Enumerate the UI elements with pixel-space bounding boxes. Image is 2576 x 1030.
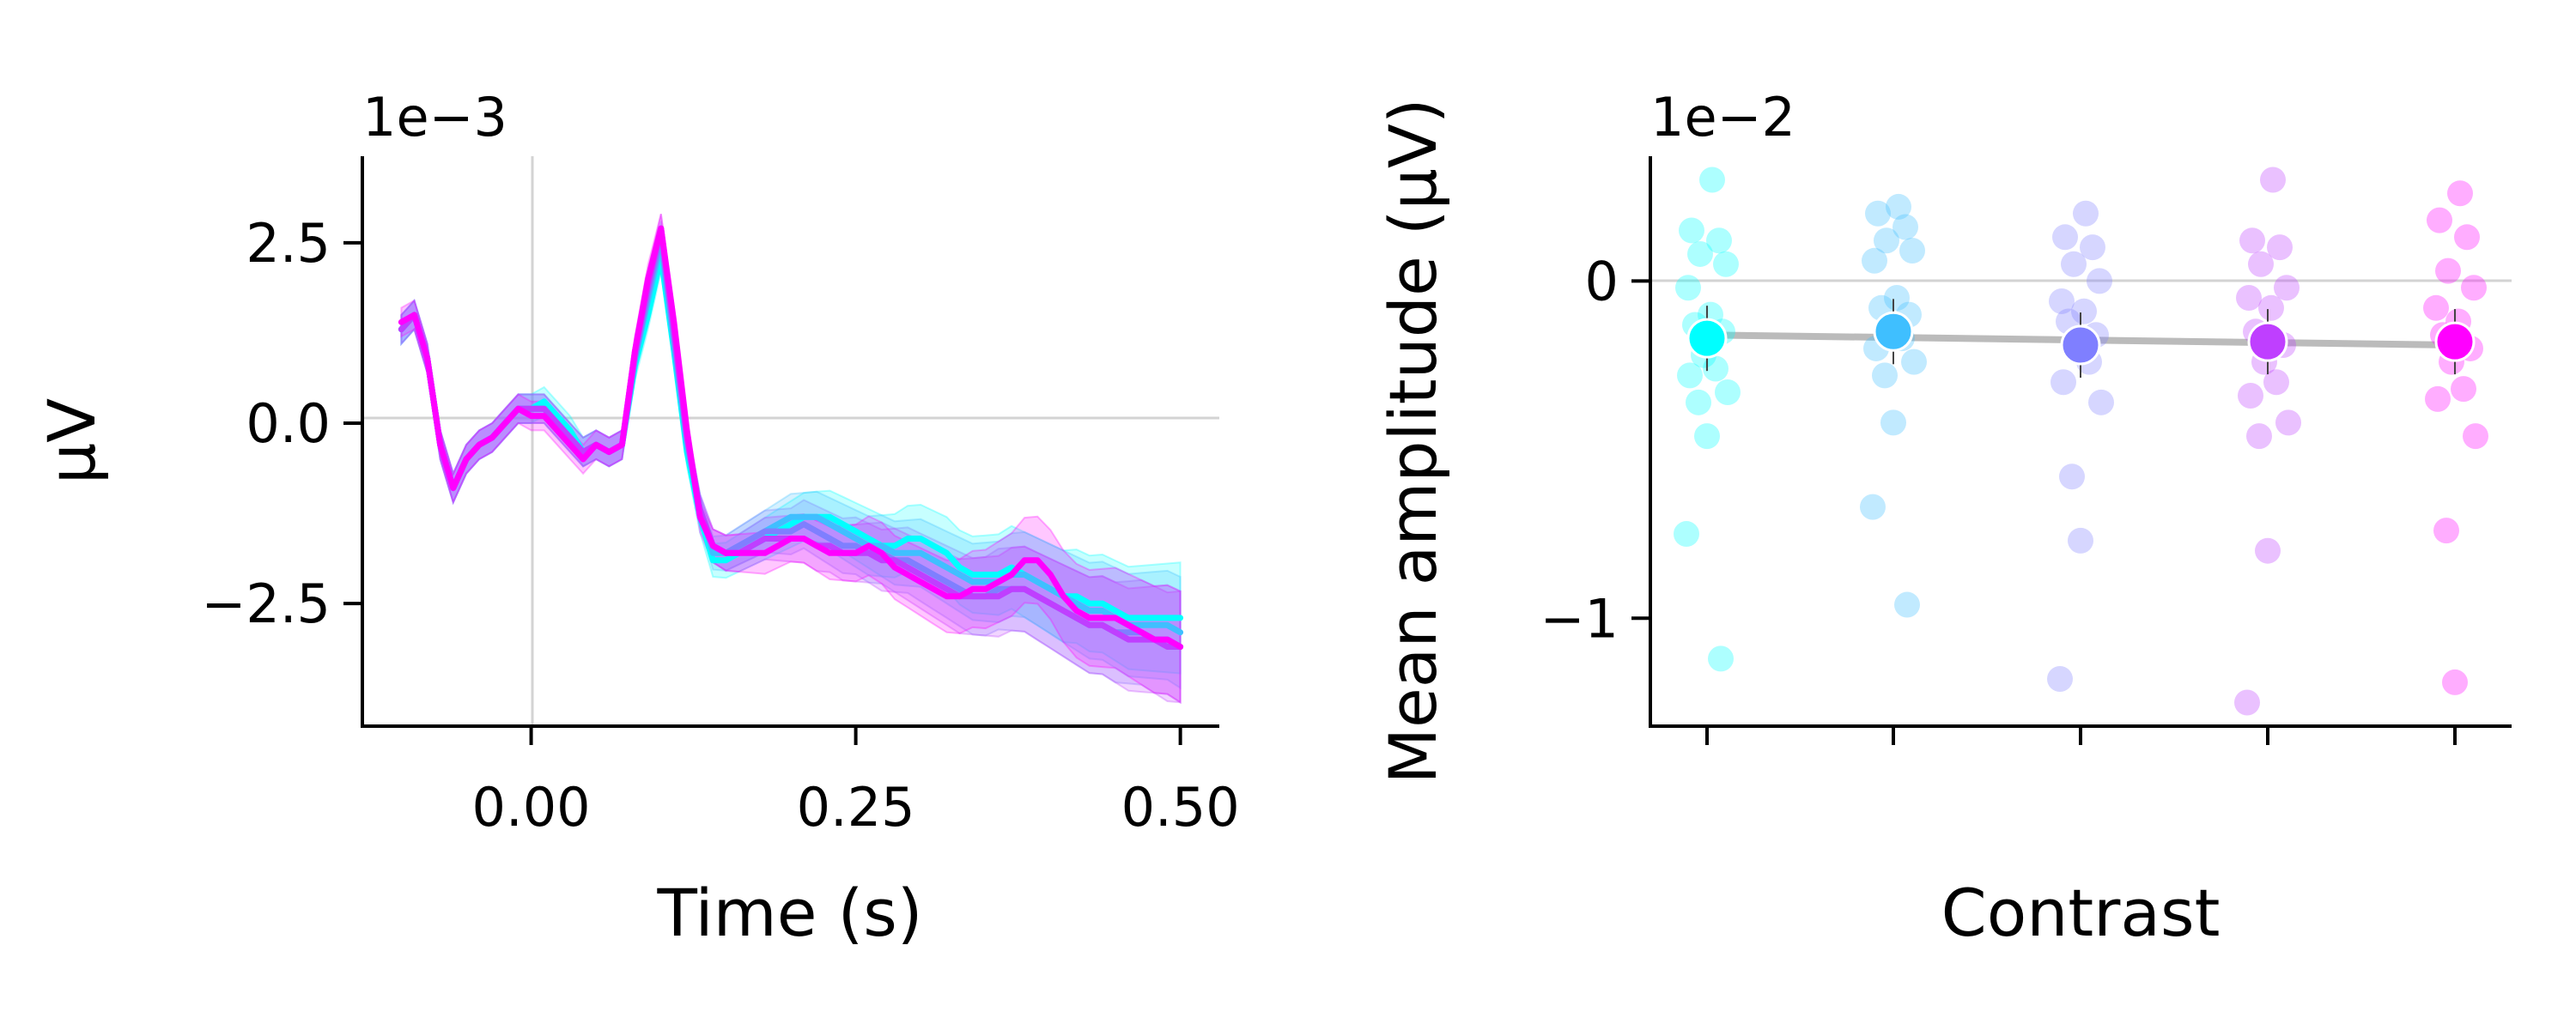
x-tick-label: 0.50 — [1121, 776, 1240, 839]
x-tick-label: 0.25 — [797, 776, 915, 839]
participant-point — [2435, 258, 2461, 284]
mean-marker — [1873, 311, 1914, 352]
y-tick-label: 2.5 — [246, 212, 331, 275]
participant-point — [2447, 180, 2473, 207]
erp-panel: 0.00 0.25 0.50 2.5 0.0 −2.5 1e−3 Time (s) μV — [33, 86, 1240, 951]
participant-point — [2425, 385, 2451, 412]
mean-marker — [2247, 321, 2288, 362]
y-tick-label: −1 — [1540, 587, 1619, 650]
participant-point — [2236, 285, 2262, 312]
participant-point — [1901, 348, 1927, 375]
erp-line-4 — [398, 225, 1184, 650]
y-tick-label: −2.5 — [201, 573, 331, 635]
participant-point — [1874, 227, 1899, 254]
participant-point — [2260, 167, 2286, 193]
participant-point — [1706, 227, 1732, 254]
left-multiplier: 1e−3 — [362, 86, 507, 148]
participant-point — [2454, 224, 2480, 251]
participant-point — [2246, 423, 2272, 450]
participant-point — [1884, 285, 1910, 312]
participant-point — [2255, 537, 2281, 564]
participant-point — [1872, 362, 1898, 389]
participant-point — [2263, 369, 2289, 396]
participant-point — [2463, 423, 2488, 450]
right-x-axis-label: Contrast — [1941, 875, 2221, 951]
participant-point — [2088, 389, 2114, 415]
participant-point — [1694, 423, 1720, 450]
participant-point — [2433, 518, 2459, 544]
participant-point — [1687, 240, 1713, 267]
mean-marker — [2060, 324, 2101, 366]
left-y-axis-label: μV — [33, 398, 110, 484]
participant-point — [2275, 409, 2301, 436]
participant-point — [2059, 464, 2085, 490]
participant-point — [2267, 234, 2293, 261]
participant-point — [2239, 227, 2265, 254]
mean-marker — [2434, 321, 2476, 362]
mean-marker — [1686, 318, 1728, 359]
participant-point — [2073, 200, 2099, 227]
participant-point — [2234, 689, 2260, 716]
right-multiplier: 1e−2 — [1650, 86, 1795, 148]
participant-point — [2238, 382, 2263, 409]
participant-point — [2068, 527, 2093, 554]
participant-point — [2248, 251, 2274, 277]
participant-point — [2071, 298, 2097, 324]
participant-point — [2080, 234, 2105, 261]
participant-point — [1686, 389, 1711, 415]
participant-point — [1715, 379, 1741, 406]
participant-point — [2052, 224, 2078, 251]
right-ticks: 0 −1 — [1540, 250, 2457, 745]
participant-point — [2461, 275, 2487, 301]
participant-point — [2050, 369, 2076, 396]
erp-lines — [398, 225, 1184, 650]
amplitude-panel: 0 −1 1e−2 Contrast Mean amplitude (μV) — [1375, 86, 2512, 951]
participant-point — [1679, 217, 1704, 244]
participant-point — [2087, 268, 2112, 294]
participant-point — [2274, 275, 2300, 301]
participant-point — [2442, 669, 2468, 695]
participant-point — [1894, 591, 1920, 618]
participant-point — [1862, 247, 1887, 274]
participant-point — [1865, 200, 1891, 227]
y-tick-label: 0.0 — [246, 392, 331, 455]
participant-point — [2451, 376, 2476, 403]
participant-point — [1677, 362, 1703, 389]
right-y-axis-label: Mean amplitude (μV) — [1375, 98, 1451, 784]
participant-point — [1886, 193, 1911, 220]
y-tick-label: 0 — [1585, 250, 1619, 312]
band-4 — [400, 213, 1182, 705]
participant-point — [2423, 294, 2449, 321]
participant-point — [2061, 251, 2087, 277]
participant-point — [1713, 251, 1739, 277]
participant-point — [1703, 355, 1728, 382]
participant-point — [1893, 214, 1918, 240]
participant-point — [1699, 167, 1725, 193]
participant-point — [2427, 207, 2452, 233]
x-tick-label: 0.00 — [472, 776, 591, 839]
participant-point — [1880, 409, 1906, 436]
participant-point — [1899, 238, 1925, 264]
participant-point — [2049, 288, 2075, 314]
left-x-axis-label: Time (s) — [656, 875, 922, 951]
participant-point — [1708, 645, 1734, 672]
participant-points — [1674, 167, 2488, 716]
left-ticks: 0.00 0.25 0.50 2.5 0.0 −2.5 — [201, 212, 1239, 839]
participant-point — [2258, 294, 2284, 321]
participant-point — [2047, 665, 2073, 692]
participant-point — [1860, 494, 1886, 520]
condition-means — [1686, 299, 2476, 379]
participant-point — [1674, 521, 1699, 548]
confidence-bands — [400, 213, 1182, 705]
participant-point — [1675, 275, 1701, 301]
